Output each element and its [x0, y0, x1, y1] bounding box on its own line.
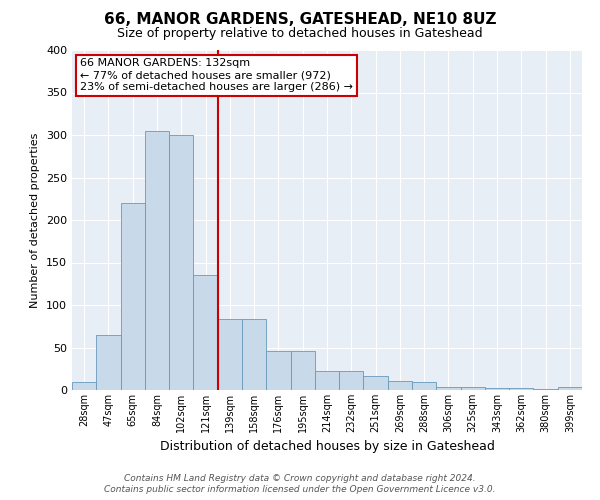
Bar: [364, 376, 388, 390]
X-axis label: Distribution of detached houses by size in Gateshead: Distribution of detached houses by size …: [160, 440, 494, 454]
Bar: [315, 372, 339, 390]
Bar: [218, 318, 242, 390]
Bar: [388, 380, 412, 390]
Y-axis label: Number of detached properties: Number of detached properties: [31, 132, 40, 308]
Text: Contains HM Land Registry data © Crown copyright and database right 2024.
Contai: Contains HM Land Registry data © Crown c…: [104, 474, 496, 494]
Text: 66 MANOR GARDENS: 132sqm
← 77% of detached houses are smaller (972)
23% of semi-: 66 MANOR GARDENS: 132sqm ← 77% of detach…: [80, 58, 353, 92]
Bar: [412, 382, 436, 390]
Bar: [145, 130, 169, 390]
Bar: [558, 386, 582, 390]
Bar: [339, 372, 364, 390]
Bar: [461, 386, 485, 390]
Bar: [193, 275, 218, 390]
Bar: [242, 318, 266, 390]
Bar: [533, 389, 558, 390]
Bar: [485, 388, 509, 390]
Bar: [436, 386, 461, 390]
Bar: [121, 203, 145, 390]
Bar: [169, 135, 193, 390]
Bar: [509, 388, 533, 390]
Text: Size of property relative to detached houses in Gateshead: Size of property relative to detached ho…: [117, 28, 483, 40]
Text: 66, MANOR GARDENS, GATESHEAD, NE10 8UZ: 66, MANOR GARDENS, GATESHEAD, NE10 8UZ: [104, 12, 496, 28]
Bar: [72, 382, 96, 390]
Bar: [266, 351, 290, 390]
Bar: [290, 351, 315, 390]
Bar: [96, 335, 121, 390]
